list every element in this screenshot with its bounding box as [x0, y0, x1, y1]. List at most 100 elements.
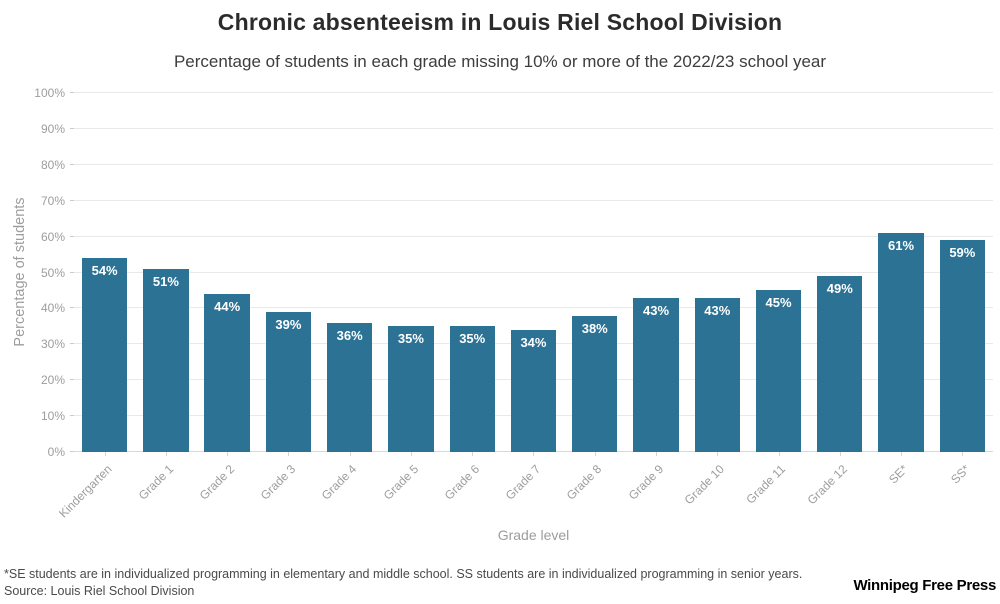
bar-value-label-grade-11: 45%	[765, 295, 792, 311]
x-tick-label-grade-4: Grade 4	[319, 462, 360, 503]
gridline-50	[74, 271, 993, 273]
bar-grade-12: 49%	[817, 276, 863, 452]
x-tick-label-grade-3: Grade 3	[257, 462, 299, 503]
x-tick-mark-grade-1	[165, 452, 167, 456]
y-tick-mark-90	[70, 127, 74, 129]
bar-value-label-grade-8: 38%	[581, 320, 608, 336]
x-tick-label-grade-5: Grade 5	[380, 462, 421, 503]
bar-group-se: 61% SE*	[870, 93, 931, 487]
x-tick-mark-grade-7	[533, 452, 535, 456]
y-tick-label-20: 20%	[40, 373, 65, 388]
bar-value-label-grade-12: 49%	[826, 281, 853, 297]
y-tick-mark-80	[70, 163, 74, 165]
bar-grade-7: 34%	[510, 329, 557, 452]
y-tick-mark-0	[70, 451, 74, 452]
bar-grade-11: 45%	[755, 290, 802, 452]
bar-grade-10: 43%	[694, 297, 740, 452]
y-tick-label-40: 40%	[40, 301, 65, 316]
y-tick-mark-10	[70, 415, 74, 417]
x-tick-label-ss: SS*	[947, 462, 973, 487]
bar-grade-2: 44%	[204, 294, 250, 452]
bar-value-label-grade-7: 34%	[520, 334, 547, 350]
y-tick-mark-20	[70, 379, 74, 381]
bar-value-label-ss: 59%	[949, 245, 976, 261]
x-axis-title: Grade level	[497, 527, 570, 543]
x-tick-label-grade-10: Grade 10	[681, 462, 728, 508]
bar-grade-1: 51%	[143, 268, 189, 452]
y-tick-mark-70	[70, 199, 74, 201]
bar-value-label-grade-10: 43%	[704, 302, 731, 318]
y-tick-mark-100	[70, 92, 74, 93]
x-tick-mark-grade-8	[594, 452, 596, 456]
bar-value-label-grade-6: 35%	[459, 331, 486, 347]
winnipeg-free-press-logo: Winnipeg Free Press	[853, 577, 996, 594]
gridline-80	[74, 163, 993, 165]
x-tick-label-grade-11: Grade 11	[743, 462, 789, 507]
x-tick-label-grade-12: Grade 12	[804, 462, 850, 508]
y-tick-label-80: 80%	[40, 157, 65, 172]
y-tick-label-0: 0%	[47, 445, 65, 459]
gridline-90	[74, 127, 993, 129]
x-tick-mark-grade-6	[472, 452, 474, 456]
x-tick-mark-grade-12	[839, 452, 841, 456]
bar-grade-5: 35%	[388, 326, 434, 452]
bar-value-label-grade-5: 35%	[397, 331, 424, 347]
y-tick-label-10: 10%	[40, 409, 65, 424]
y-tick-label-90: 90%	[40, 121, 65, 136]
bar-group-grade-9: 43% Grade 9	[625, 93, 686, 503]
bar-kindergarten: 54%	[81, 258, 128, 452]
bar-grade-6: 35%	[449, 326, 495, 452]
x-tick-mark-grade-2	[227, 452, 229, 456]
y-tick-mark-50	[70, 271, 74, 273]
x-tick-mark-grade-10	[717, 452, 719, 456]
bar-group-ss: 59% SS*	[932, 93, 993, 487]
footnote: *SE students are in individualized progr…	[4, 567, 803, 581]
bar-value-label-grade-2: 44%	[214, 299, 241, 315]
bar-grade-8: 38%	[572, 315, 618, 452]
bar-group-grade-6: 35% Grade 6	[442, 93, 503, 503]
bar-value-label-grade-3: 39%	[275, 317, 302, 332]
bar-value-label-se: 61%	[888, 238, 915, 254]
x-tick-label-grade-2: Grade 2	[196, 462, 238, 503]
x-tick-label-se: SE*	[886, 462, 911, 487]
source-line: Source: Louis Riel School Division	[4, 584, 195, 598]
chart-title: Chronic absenteeism in Louis Riel School…	[217, 9, 783, 35]
x-tick-mark-kindergarten	[104, 452, 106, 456]
bar-value-label-kindergarten: 54%	[91, 263, 118, 279]
y-tick-mark-30	[70, 343, 74, 345]
y-axis-title: Percentage of students	[12, 197, 28, 347]
plot-area: 0% 10% 20% 30% 40% 50% 60% 70% 80% 90% 100% 54% Kind…	[34, 87, 993, 520]
x-tick-mark-grade-5	[410, 452, 412, 456]
bar-group-grade-11: 45% Grade 11	[744, 93, 809, 507]
bar-value-label-grade-1: 51%	[152, 273, 179, 289]
bar-value-label-grade-9: 43%	[642, 302, 670, 318]
x-tick-label-grade-8: Grade 8	[564, 462, 605, 503]
bar-se: 61%	[878, 233, 924, 452]
y-tick-label-50: 50%	[40, 265, 65, 280]
x-tick-mark-ss	[962, 452, 964, 456]
bar-value-label-grade-4: 36%	[336, 327, 363, 343]
x-tick-mark-se	[901, 452, 903, 456]
y-tick-mark-40	[70, 307, 74, 309]
bar-group-grade-10: 43% Grade 10	[682, 93, 748, 507]
gridline-40	[74, 307, 993, 309]
bar-group-grade-8: 38% Grade 8	[564, 93, 625, 503]
x-tick-label-kindergarten: Kindergarten	[56, 462, 115, 521]
bar-group-grade-3: 39% Grade 3	[258, 93, 319, 503]
bar-grade-3: 39%	[265, 312, 312, 452]
bar-group-grade-12: 49% Grade 12	[804, 93, 870, 507]
gridline-100	[74, 92, 993, 93]
gridline-70	[74, 199, 993, 201]
bar-group-grade-1: 51% Grade 1	[135, 93, 196, 503]
y-tick-label-30: 30%	[40, 337, 65, 352]
x-tick-mark-grade-4	[349, 452, 351, 456]
bar-grade-4: 36%	[327, 322, 373, 452]
chart-subtitle: Percentage of students in each grade mis…	[173, 52, 827, 71]
x-tick-label-grade-9: Grade 9	[625, 462, 666, 503]
x-tick-label-grade-1: Grade 1	[135, 462, 176, 503]
x-tick-mark-grade-9	[656, 452, 658, 456]
bar-grade-9: 43%	[633, 297, 679, 452]
bar-group-kindergarten: 54% Kindergarten	[56, 93, 135, 520]
y-tick-label-60: 60%	[40, 229, 65, 244]
